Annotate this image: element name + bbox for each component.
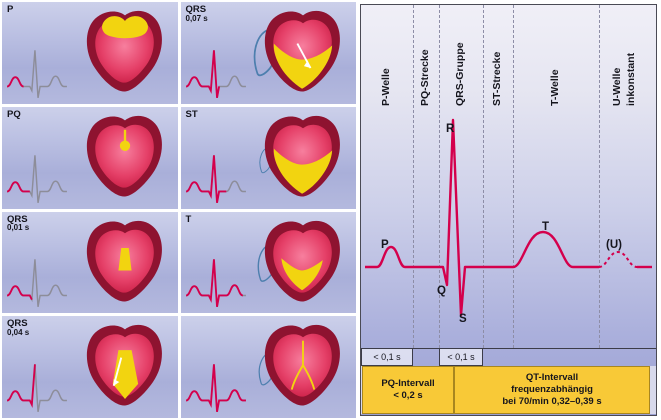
column-divider (413, 5, 414, 348)
mini-ecg-trace (6, 49, 68, 99)
column-divider (483, 5, 484, 348)
wave-label-s: S (459, 313, 467, 325)
mini-ecg-trace (6, 154, 68, 204)
mini-ecg-trace (6, 363, 68, 413)
heart-illustration (86, 220, 162, 302)
phase-label: QRS 0,01 s (7, 213, 30, 233)
pq-interval-note: PQ-Intervall < 0,2 s (362, 366, 454, 414)
p-wave-duration: < 0,1 s (361, 349, 413, 366)
qt-note-line1: QT-Intervall (525, 372, 579, 384)
ecg-interval-diagram: P-Welle PQ-Strecke QRS-Gruppe ST-Strecke… (360, 4, 657, 416)
heart-illustration (264, 10, 340, 92)
column-divider (599, 5, 600, 348)
phase-panel-qrs-001: QRS 0,01 s (2, 211, 178, 314)
mini-ecg-trace (184, 49, 247, 99)
phase-panel-pq: PQ (2, 106, 178, 209)
interval-note-strip: PQ-Intervall < 0,2 s QT-Intervall freque… (361, 366, 656, 414)
phase-panel-st: ST (180, 106, 356, 209)
phase-name: P (7, 4, 14, 15)
column-divider (513, 5, 514, 348)
wave-label-q: Q (437, 285, 446, 297)
phase-panel-p: P (2, 2, 178, 104)
header-qrs-gruppe: QRS-Gruppe (454, 42, 466, 106)
phase-panel-t: T (180, 211, 356, 314)
heart-illustration (264, 220, 340, 302)
phase-name: ST (185, 108, 198, 120)
phase-duration: 0,07 s (185, 13, 208, 23)
excitation-sequence-grid: P QRS 0,07 s (2, 2, 356, 418)
wave-label-p: P (381, 239, 389, 251)
phase-name: QRS (7, 213, 28, 225)
mini-ecg-trace (184, 363, 247, 413)
heart-illustration (86, 325, 162, 406)
phase-panel-end (180, 316, 356, 418)
header-pq-strecke: PQ-Strecke (419, 49, 431, 106)
heart-illustration (86, 115, 162, 197)
heart-illustration (86, 10, 162, 92)
mini-ecg-trace (184, 154, 247, 204)
mini-ecg-trace (184, 258, 247, 308)
header-u-welle-2: inkonstant (625, 52, 637, 106)
phase-label: ST (185, 108, 198, 120)
phase-name: T (185, 213, 192, 225)
ecg-trace (365, 118, 652, 317)
mini-ecg-trace (6, 258, 68, 308)
pq-note-line2: < 0,2 s (393, 390, 423, 401)
phase-name: QRS (185, 4, 207, 15)
qt-note-line2: frequenzabhängig (511, 384, 593, 396)
phase-name: PQ (7, 108, 21, 120)
phase-label: P (7, 5, 13, 15)
qt-interval-note: QT-Intervall frequenzabhängig bei 70/min… (454, 366, 650, 414)
qrs-duration: < 0,1 s (439, 349, 483, 366)
heart-illustration (264, 325, 340, 406)
wave-label-r: R (446, 123, 455, 135)
phase-panel-qrs-007: QRS 0,07 s (180, 2, 356, 104)
phase-label: QRS 0,07 s (186, 5, 208, 23)
header-st-strecke: ST-Strecke (491, 51, 503, 106)
heart-illustration (264, 115, 340, 197)
header-p-welle: P-Welle (380, 68, 392, 106)
header-t-welle: T-Welle (549, 69, 561, 106)
column-divider (439, 5, 440, 348)
wave-label-t: T (542, 221, 550, 233)
phase-name: QRS (7, 318, 28, 330)
phase-label: PQ (7, 108, 21, 120)
duration-row: < 0,1 s < 0,1 s (361, 348, 656, 366)
phase-duration: 0,04 s (7, 328, 30, 338)
pq-note-line1: PQ-Intervall (381, 378, 435, 390)
wave-label-u: (U) (606, 239, 622, 251)
phase-label: T (185, 213, 192, 225)
phase-duration: 0,01 s (7, 223, 30, 233)
header-u-welle: U-Welle (611, 67, 623, 106)
qt-note-line3: bei 70/min 0,32–0,39 s (502, 395, 602, 407)
phase-panel-qrs-004: QRS 0,04 s (2, 316, 178, 418)
phase-label: QRS 0,04 s (7, 319, 29, 337)
